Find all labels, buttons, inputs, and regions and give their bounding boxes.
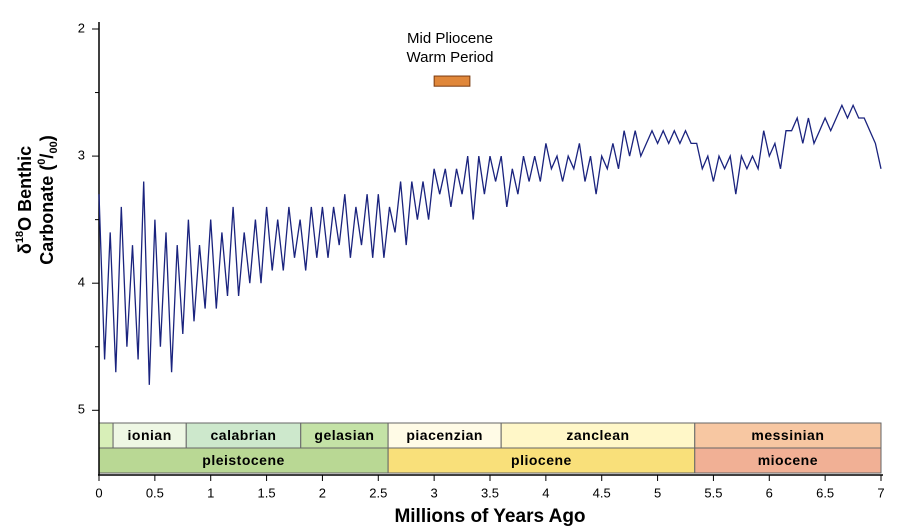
x-tick-label: 6 (766, 485, 773, 500)
x-tick-label: 6.5 (816, 485, 834, 500)
stage-box (694, 422, 882, 449)
x-tick-label: 3 (431, 485, 438, 500)
x-tick-label: 2.5 (369, 485, 387, 500)
x-axis-title: Millions of Years Ago (394, 506, 585, 527)
x-tick-label: 0 (95, 485, 102, 500)
stage-box (98, 422, 114, 449)
data-line (98, 103, 882, 385)
annotation-box (433, 75, 471, 87)
stage-label: gelasian (314, 427, 374, 443)
x-tick-label: 7 (877, 485, 884, 500)
y-axis-title: δ18O Benthic Carbonate (0/00) (14, 135, 60, 264)
y-axis-title-part: Carbonate ( (37, 165, 57, 265)
y-axis-title-line: δ18O Benthic (14, 146, 35, 254)
x-tick-label: 4 (542, 485, 549, 500)
y-tick-label: 4 (78, 275, 85, 290)
y-tick-label: 2 (78, 20, 85, 35)
epoch-box (98, 447, 389, 474)
stage-label: ionian (128, 427, 172, 443)
annotation-text: Mid Pliocene (407, 30, 493, 47)
epoch-label: miocene (758, 452, 818, 468)
x-tick-label: 5.5 (704, 485, 722, 500)
epoch-box (387, 447, 696, 474)
y-tick-label: 5 (78, 402, 85, 417)
y-tick-label: 3 (78, 148, 85, 163)
stage-label: zanclean (566, 427, 629, 443)
x-tick-label: 1.5 (258, 485, 276, 500)
x-tick-label: 2 (319, 485, 326, 500)
stage-box (112, 422, 187, 449)
stage-label: calabrian (211, 427, 277, 443)
stage-box (185, 422, 302, 449)
y-axis-title-part: 0 (36, 159, 48, 165)
epoch-label: pleistocene (202, 452, 285, 468)
x-tick-label: 1 (207, 485, 214, 500)
y-axis-title-part: ) (37, 135, 57, 141)
x-tick-label: 4.5 (593, 485, 611, 500)
epoch-label: pliocene (511, 452, 572, 468)
y-axis-title-part: δ (15, 243, 35, 254)
y-axis-title-part: 18 (14, 231, 26, 243)
stage-label: messinian (751, 427, 824, 443)
x-tick-label: 5 (654, 485, 661, 500)
x-tick-label: 3.5 (481, 485, 499, 500)
y-axis-title-part: 00 (48, 141, 60, 153)
annotation-text: Warm Period (407, 49, 494, 66)
x-tick-label: 0.5 (146, 485, 164, 500)
epoch-box (694, 447, 882, 474)
y-axis-title-part: O Benthic (15, 146, 35, 231)
stage-label: piacenzian (406, 427, 483, 443)
y-axis-title-line: Carbonate (0/00) (36, 135, 60, 264)
y-axis-title-part: / (37, 154, 57, 159)
